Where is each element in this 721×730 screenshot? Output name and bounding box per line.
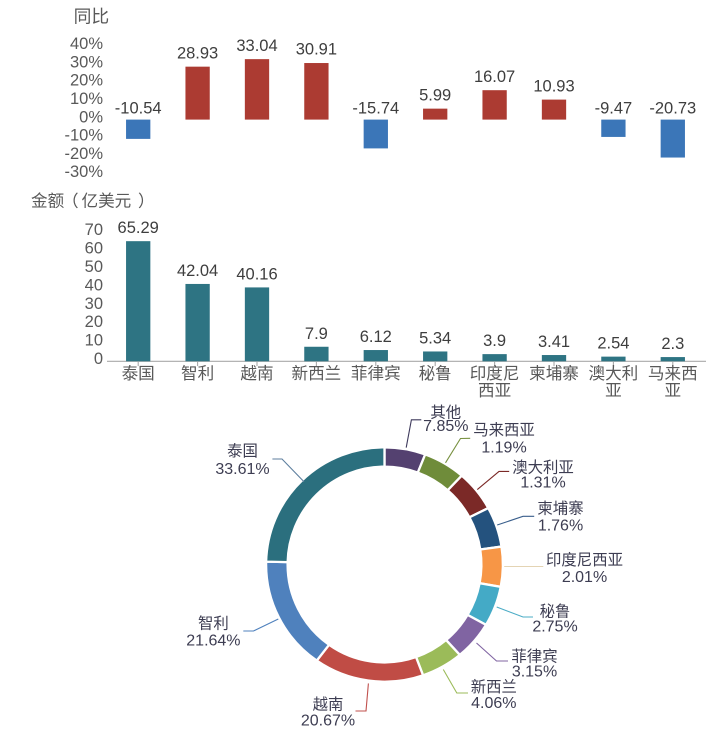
svg-text:亚: 亚 bbox=[605, 377, 622, 401]
svg-text:秘鲁: 秘鲁 bbox=[540, 599, 571, 621]
svg-text:西亚: 西亚 bbox=[478, 377, 511, 401]
svg-text:28.93: 28.93 bbox=[177, 44, 218, 62]
svg-text:马来西: 马来西 bbox=[648, 360, 698, 384]
svg-text:40: 40 bbox=[85, 276, 103, 294]
svg-text:3.15%: 3.15% bbox=[512, 664, 557, 681]
svg-text:2.3: 2.3 bbox=[661, 335, 684, 353]
svg-text:65.29: 65.29 bbox=[118, 219, 159, 237]
svg-text:菲律宾: 菲律宾 bbox=[511, 645, 557, 667]
svg-text:6.12: 6.12 bbox=[360, 328, 392, 346]
svg-text:33.04: 33.04 bbox=[236, 37, 277, 55]
svg-text:3.9: 3.9 bbox=[483, 332, 506, 350]
svg-text:40.16: 40.16 bbox=[236, 265, 277, 283]
svg-text:1.76%: 1.76% bbox=[538, 518, 583, 535]
svg-text:20: 20 bbox=[85, 313, 103, 331]
svg-text:5.34: 5.34 bbox=[419, 330, 451, 348]
svg-text:亿美元: 亿美元 bbox=[82, 188, 132, 212]
svg-text:5.99: 5.99 bbox=[419, 86, 451, 104]
svg-text:泰国: 泰国 bbox=[227, 439, 258, 461]
svg-text:2.01%: 2.01% bbox=[562, 569, 607, 586]
svg-text:柬埔寨: 柬埔寨 bbox=[529, 360, 579, 384]
svg-text:亚: 亚 bbox=[665, 377, 682, 401]
svg-text:70: 70 bbox=[85, 221, 103, 239]
svg-text:智利: 智利 bbox=[181, 360, 214, 384]
svg-text:40%: 40% bbox=[70, 35, 103, 53]
svg-text:42.04: 42.04 bbox=[177, 262, 218, 280]
svg-text:越南: 越南 bbox=[240, 360, 273, 384]
svg-text:30.91: 30.91 bbox=[296, 41, 337, 59]
svg-text:同比: 同比 bbox=[74, 2, 110, 28]
svg-text:越南: 越南 bbox=[313, 693, 344, 715]
svg-text:印度尼西亚: 印度尼西亚 bbox=[546, 548, 623, 570]
svg-text:新西兰: 新西兰 bbox=[471, 675, 517, 697]
svg-text:33.61%: 33.61% bbox=[215, 461, 269, 478]
svg-text:0: 0 bbox=[94, 350, 103, 368]
svg-text:印度尼: 印度尼 bbox=[470, 360, 520, 384]
svg-text:泰国: 泰国 bbox=[122, 360, 155, 384]
svg-text:1.19%: 1.19% bbox=[481, 439, 526, 456]
svg-text:7.85%: 7.85% bbox=[423, 418, 468, 435]
svg-text:2.75%: 2.75% bbox=[532, 618, 577, 635]
svg-text:秘鲁: 秘鲁 bbox=[419, 360, 452, 384]
svg-text:50: 50 bbox=[85, 258, 103, 276]
svg-text:-20%: -20% bbox=[64, 145, 103, 163]
svg-text:30%: 30% bbox=[70, 53, 103, 71]
svg-text:（: （ bbox=[62, 188, 79, 212]
svg-text:柬埔寨: 柬埔寨 bbox=[537, 497, 583, 519]
svg-text:4.06%: 4.06% bbox=[471, 695, 516, 712]
svg-text:2.54: 2.54 bbox=[597, 335, 629, 353]
svg-text:10: 10 bbox=[85, 332, 103, 350]
svg-text:0%: 0% bbox=[79, 108, 103, 126]
svg-text:7.9: 7.9 bbox=[305, 325, 328, 343]
svg-text:马来西亚: 马来西亚 bbox=[473, 418, 535, 440]
svg-text:10%: 10% bbox=[70, 90, 103, 108]
svg-text:智利: 智利 bbox=[198, 612, 229, 634]
svg-text:3.41: 3.41 bbox=[538, 333, 570, 351]
svg-text:21.64%: 21.64% bbox=[186, 633, 240, 650]
svg-text:-9.47: -9.47 bbox=[595, 100, 633, 118]
svg-text:20%: 20% bbox=[70, 72, 103, 90]
svg-text:-30%: -30% bbox=[64, 163, 103, 181]
svg-text:）: ） bbox=[138, 188, 155, 212]
svg-text:-20.73: -20.73 bbox=[649, 100, 696, 118]
svg-text:澳大利: 澳大利 bbox=[589, 360, 639, 384]
svg-text:-10%: -10% bbox=[64, 127, 103, 145]
svg-text:60: 60 bbox=[85, 240, 103, 258]
svg-text:其他: 其他 bbox=[430, 401, 461, 423]
svg-text:-15.74: -15.74 bbox=[352, 100, 399, 118]
svg-text:金额: 金额 bbox=[31, 188, 65, 212]
svg-text:1.31%: 1.31% bbox=[520, 474, 565, 491]
svg-text:-10.54: -10.54 bbox=[115, 100, 162, 118]
svg-text:菲律宾: 菲律宾 bbox=[351, 360, 401, 384]
svg-text:澳大利亚: 澳大利亚 bbox=[512, 455, 574, 477]
svg-text:20.67%: 20.67% bbox=[301, 713, 355, 730]
svg-text:新西兰: 新西兰 bbox=[292, 360, 342, 384]
svg-text:16.07: 16.07 bbox=[474, 68, 515, 86]
svg-text:30: 30 bbox=[85, 295, 103, 313]
svg-text:10.93: 10.93 bbox=[533, 77, 574, 95]
